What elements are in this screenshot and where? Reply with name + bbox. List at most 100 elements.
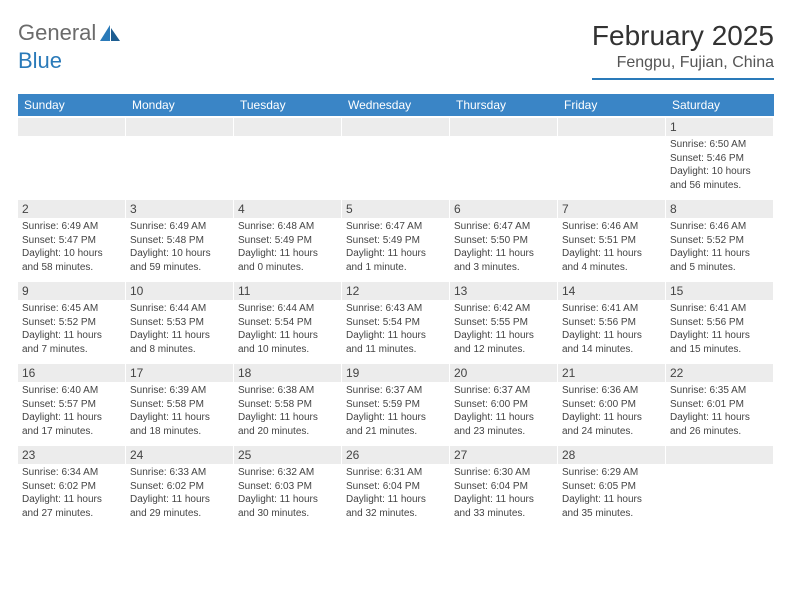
day-details: Sunrise: 6:43 AMSunset: 5:54 PMDaylight:… — [346, 302, 445, 356]
sunset-text: Sunset: 5:46 PM — [670, 152, 769, 166]
logo-sail-icon — [100, 25, 120, 41]
weekday-header: Friday — [558, 94, 666, 116]
sunrise-text: Sunrise: 6:49 AM — [22, 220, 121, 234]
sunset-text: Sunset: 6:05 PM — [562, 480, 661, 494]
day-cell: 19 Sunrise: 6:37 AMSunset: 5:59 PMDayligh… — [342, 362, 450, 444]
day-cell: 2Sunrise: 6:49 AMSunset: 5:47 PMDaylight… — [18, 198, 126, 280]
daylight-text: Daylight: 11 hours and 7 minutes. — [22, 329, 121, 356]
sunrise-text: Sunrise: 6:45 AM — [22, 302, 121, 316]
day-cell: 22Sunrise: 6:35 AMSunset: 6:01 PMDayligh… — [666, 362, 774, 444]
sunrise-text: Sunrise: 6:33 AM — [130, 466, 229, 480]
day-number: 28 — [558, 446, 665, 464]
day-details: Sunrise: 6:31 AMSunset: 6:04 PMDaylight:… — [346, 466, 445, 520]
day-number — [450, 118, 557, 136]
sunset-text: Sunset: 5:54 PM — [238, 316, 337, 330]
sunset-text: Sunset: 6:00 PM — [562, 398, 661, 412]
day-cell: 4Sunrise: 6:48 AMSunset: 5:49 PMDaylight… — [234, 198, 342, 280]
day-details: Sunrise: 6:47 AMSunset: 5:50 PMDaylight:… — [454, 220, 553, 274]
day-number: 19 — [342, 364, 449, 382]
daylight-text: Daylight: 11 hours and 0 minutes. — [238, 247, 337, 274]
sunrise-text: Sunrise: 6:37 AM — [346, 384, 445, 398]
day-cell: 11Sunrise: 6:44 AMSunset: 5:54 PMDayligh… — [234, 280, 342, 362]
weekday-header: Wednesday — [342, 94, 450, 116]
weekday-header: Sunday — [18, 94, 126, 116]
sunrise-text: Sunrise: 6:49 AM — [130, 220, 229, 234]
day-details: Sunrise: 6:37 AMSunset: 6:00 PMDaylight:… — [454, 384, 553, 438]
daylight-text: Daylight: 11 hours and 4 minutes. — [562, 247, 661, 274]
daylight-text: Daylight: 11 hours and 20 minutes. — [238, 411, 337, 438]
sunset-text: Sunset: 5:57 PM — [22, 398, 121, 412]
weekday-header: Monday — [126, 94, 234, 116]
day-number — [126, 118, 233, 136]
day-details: Sunrise: 6:45 AMSunset: 5:52 PMDaylight:… — [22, 302, 121, 356]
sunset-text: Sunset: 6:03 PM — [238, 480, 337, 494]
sunset-text: Sunset: 5:55 PM — [454, 316, 553, 330]
sunrise-text: Sunrise: 6:39 AM — [130, 384, 229, 398]
day-cell: 27 Sunrise: 6:30 AMSunset: 6:04 PMDayligh… — [450, 444, 558, 526]
day-cell: 14Sunrise: 6:41 AMSunset: 5:56 PMDayligh… — [558, 280, 666, 362]
day-details: Sunrise: 6:34 AMSunset: 6:02 PMDaylight:… — [22, 466, 121, 520]
day-number: 27 — [450, 446, 557, 464]
day-details: Sunrise: 6:35 AMSunset: 6:01 PMDaylight:… — [670, 384, 769, 438]
day-number: 7 — [558, 200, 665, 218]
day-details: Sunrise: 6:38 AMSunset: 5:58 PMDaylight:… — [238, 384, 337, 438]
day-cell: 25Sunrise: 6:32 AMSunset: 6:03 PMDayligh… — [234, 444, 342, 526]
day-cell — [342, 116, 450, 198]
daylight-text: Daylight: 11 hours and 3 minutes. — [454, 247, 553, 274]
sunset-text: Sunset: 6:01 PM — [670, 398, 769, 412]
day-number: 5 — [342, 200, 449, 218]
title-area: February 2025 Fengpu, Fujian, China — [592, 20, 774, 80]
sunrise-text: Sunrise: 6:36 AM — [562, 384, 661, 398]
day-cell: 10 Sunrise: 6:44 AMSunset: 5:53 PMDayligh… — [126, 280, 234, 362]
sunset-text: Sunset: 5:53 PM — [130, 316, 229, 330]
day-details: Sunrise: 6:33 AMSunset: 6:02 PMDaylight:… — [130, 466, 229, 520]
daylight-text: Daylight: 10 hours and 59 minutes. — [130, 247, 229, 274]
day-cell: 15Sunrise: 6:41 AMSunset: 5:56 PMDayligh… — [666, 280, 774, 362]
day-number: 16 — [18, 364, 125, 382]
daylight-text: Daylight: 10 hours and 58 minutes. — [22, 247, 121, 274]
day-details: Sunrise: 6:32 AMSunset: 6:03 PMDaylight:… — [238, 466, 337, 520]
sunrise-text: Sunrise: 6:38 AM — [238, 384, 337, 398]
sunrise-text: Sunrise: 6:43 AM — [346, 302, 445, 316]
day-number: 10 — [126, 282, 233, 300]
day-number: 15 — [666, 282, 773, 300]
day-cell: 17Sunrise: 6:39 AMSunset: 5:58 PMDayligh… — [126, 362, 234, 444]
daylight-text: Daylight: 11 hours and 21 minutes. — [346, 411, 445, 438]
day-cell: 7Sunrise: 6:46 AMSunset: 5:51 PMDaylight… — [558, 198, 666, 280]
sunset-text: Sunset: 5:59 PM — [346, 398, 445, 412]
weeks-container: 1Sunrise: 6:50 AMSunset: 5:46 PMDaylight… — [18, 116, 774, 526]
day-details: Sunrise: 6:44 AMSunset: 5:53 PMDaylight:… — [130, 302, 229, 356]
location-text: Fengpu, Fujian, China — [592, 54, 774, 80]
daylight-text: Daylight: 11 hours and 5 minutes. — [670, 247, 769, 274]
sunset-text: Sunset: 5:49 PM — [346, 234, 445, 248]
sunset-text: Sunset: 5:49 PM — [238, 234, 337, 248]
day-number: 2 — [18, 200, 125, 218]
day-number — [558, 118, 665, 136]
day-number: 18 — [234, 364, 341, 382]
day-details: Sunrise: 6:40 AMSunset: 5:57 PMDaylight:… — [22, 384, 121, 438]
daylight-text: Daylight: 11 hours and 1 minute. — [346, 247, 445, 274]
day-details: Sunrise: 6:30 AMSunset: 6:04 PMDaylight:… — [454, 466, 553, 520]
sunrise-text: Sunrise: 6:42 AM — [454, 302, 553, 316]
day-cell: 18 Sunrise: 6:38 AMSunset: 5:58 PMDayligh… — [234, 362, 342, 444]
day-cell — [18, 116, 126, 198]
day-cell: 3Sunrise: 6:49 AMSunset: 5:48 PMDaylight… — [126, 198, 234, 280]
weekday-header: Saturday — [666, 94, 774, 116]
day-number: 8 — [666, 200, 773, 218]
sunrise-text: Sunrise: 6:47 AM — [346, 220, 445, 234]
sunset-text: Sunset: 5:51 PM — [562, 234, 661, 248]
logo: General — [18, 20, 122, 46]
day-cell — [558, 116, 666, 198]
daylight-text: Daylight: 11 hours and 35 minutes. — [562, 493, 661, 520]
logo-text-general: General — [18, 20, 96, 46]
daylight-text: Daylight: 11 hours and 15 minutes. — [670, 329, 769, 356]
sunrise-text: Sunrise: 6:50 AM — [670, 138, 769, 152]
day-number: 12 — [342, 282, 449, 300]
sunrise-text: Sunrise: 6:41 AM — [670, 302, 769, 316]
daylight-text: Daylight: 11 hours and 17 minutes. — [22, 411, 121, 438]
daylight-text: Daylight: 11 hours and 33 minutes. — [454, 493, 553, 520]
sunset-text: Sunset: 5:48 PM — [130, 234, 229, 248]
sunrise-text: Sunrise: 6:47 AM — [454, 220, 553, 234]
day-number: 13 — [450, 282, 557, 300]
sunrise-text: Sunrise: 6:32 AM — [238, 466, 337, 480]
